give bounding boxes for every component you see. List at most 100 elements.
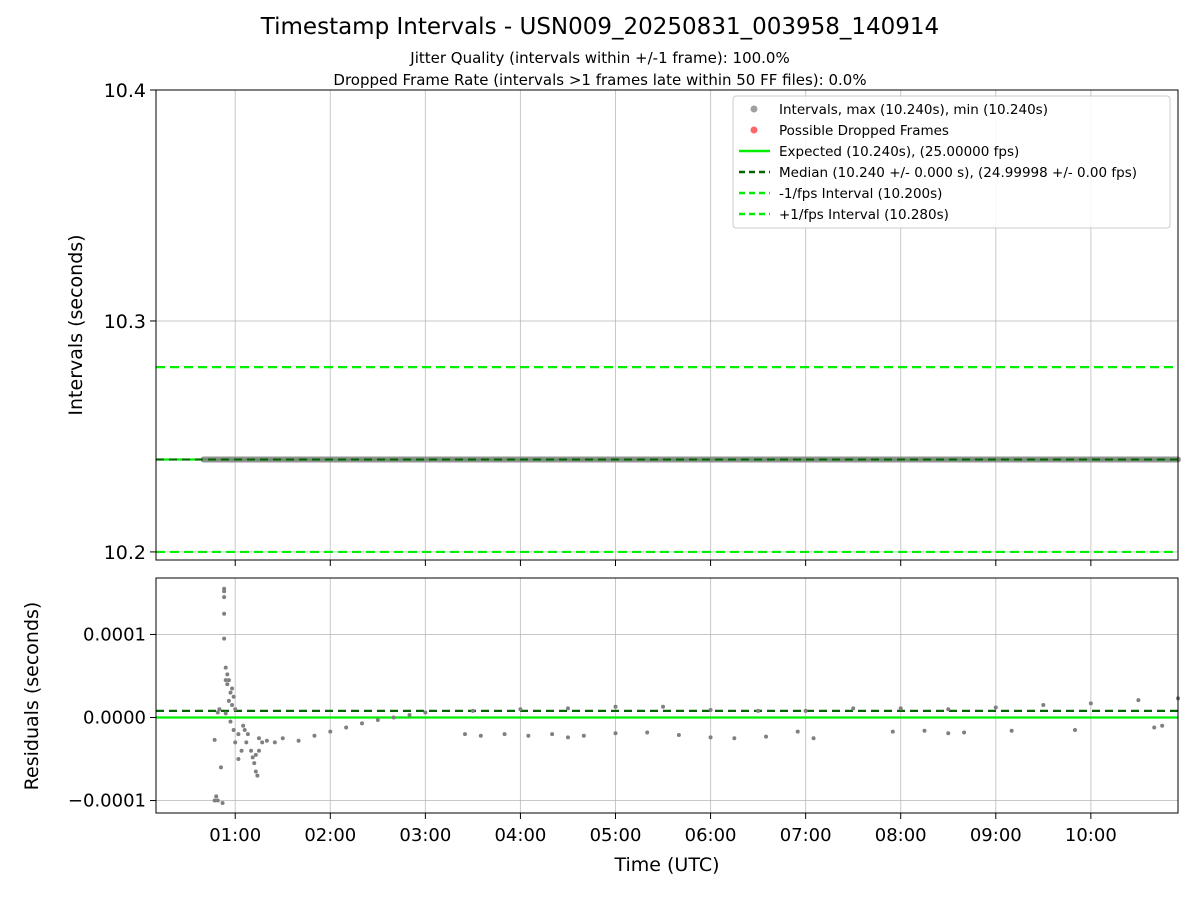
residual-point [256,736,261,741]
residuals-grid [156,578,1178,813]
x-axis-label: Time (UTC) [613,854,719,876]
intervals-y-axis-label: Intervals (seconds) [65,234,87,415]
residuals-y-axis-label: Residuals (seconds) [21,602,43,791]
residual-point [423,710,428,715]
residual-point [296,738,301,743]
residual-point [811,736,816,741]
residual-point [581,733,586,738]
residual-point [613,731,618,736]
residual-point [264,738,269,743]
residual-point [391,715,396,720]
y-tick-label: 10.4 [104,80,146,102]
residual-point [225,682,230,687]
residual-point [1136,698,1141,703]
legend-item: Intervals, max (10.240s), min (10.240s) [750,102,1048,118]
residual-point [962,730,967,735]
residual-point [222,589,227,594]
legend-marker [750,126,758,134]
legend-label: Expected (10.240s), (25.00000 fps) [779,144,1019,160]
residual-point [565,735,570,740]
residual-point [230,686,235,691]
residual-point [803,708,808,713]
residual-point [946,707,951,712]
residual-point [993,705,998,710]
residual-point [223,711,228,716]
residual-point [272,740,277,745]
residual-point [328,729,333,734]
x-tick-label: 10:00 [1065,825,1117,846]
residual-point [645,730,650,735]
residual-point [518,707,523,712]
residual-point [890,729,895,734]
residual-point [1160,723,1165,728]
residual-point [236,732,241,737]
residual-point [225,672,230,677]
residual-point [231,727,236,732]
legend-item: Median (10.240 +/- 0.000 s), (24.99998 +… [739,165,1137,181]
residuals-x-ticks: 01:00 02:00 03:00 04:00 05:00 06:00 07:00 08:00… [209,813,1117,846]
residual-point [613,704,618,709]
residual-point [226,698,231,703]
residual-point [922,728,927,733]
residual-point [375,717,380,722]
legend-label: -1/fps Interval (10.200s) [779,186,942,202]
legend-label: +1/fps Interval (10.280s) [779,207,949,223]
residual-point [708,735,713,740]
residual-point [256,748,261,753]
residual-point [260,740,265,745]
residual-point [661,704,666,709]
residual-point [239,748,244,753]
residual-point [344,725,349,730]
residual-point [230,703,235,708]
residual-point [217,707,222,712]
residual-point [1041,703,1046,708]
residual-point [312,733,317,738]
legend-box [732,95,1171,229]
residual-point [676,732,681,737]
residual-point [255,773,260,778]
residual-point [236,757,241,762]
residual-point [222,636,227,641]
y-tick-label: 10.3 [104,311,146,333]
residual-point [244,740,249,745]
y-tick-label: 0.0001 [83,624,146,645]
legend-marker [750,105,758,113]
residual-point [1088,701,1093,706]
residual-point [249,748,254,753]
legend-label: Intervals, max (10.240s), min (10.240s) [779,102,1048,118]
residual-point [228,719,233,724]
residual-point [223,678,228,683]
residual-point [550,732,555,737]
x-tick-label: 06:00 [685,825,737,846]
residual-point [215,798,220,803]
x-tick-label: 07:00 [780,825,832,846]
residuals-y-ticks: −0.0001 0.0000 0.0001 [68,624,156,812]
legend: Intervals, max (10.240s), min (10.240s) P… [732,95,1171,229]
x-tick-label: 05:00 [590,825,642,846]
residual-point [1152,725,1157,730]
residual-point [795,729,800,734]
residual-point [222,611,227,616]
residual-point [245,732,250,737]
y-tick-label: 10.2 [104,542,146,564]
jitter-quality-subtitle: Jitter Quality (intervals within +/-1 fr… [410,49,790,67]
x-tick-label: 03:00 [399,825,451,846]
residual-point [241,723,246,728]
intervals-plot-frame [155,89,1179,561]
residual-point [756,708,761,713]
legend-label: Median (10.240 +/- 0.000 s), (24.99998 +… [779,165,1137,181]
residual-point [470,708,475,713]
residual-point [502,732,507,737]
intervals-x-ticks [234,560,1092,566]
chart-title: Timestamp Intervals - USN009_20250831_00… [260,14,940,40]
residual-point [212,737,217,742]
x-tick-label: 01:00 [209,825,261,846]
residuals-points [212,586,1180,806]
residual-point [478,733,483,738]
residual-point [233,740,238,745]
residuals-reference-lines [156,709,1178,719]
legend-item: -1/fps Interval (10.200s) [739,186,942,202]
dropped-frame-rate-subtitle: Dropped Frame Rate (intervals >1 frames … [333,71,867,89]
